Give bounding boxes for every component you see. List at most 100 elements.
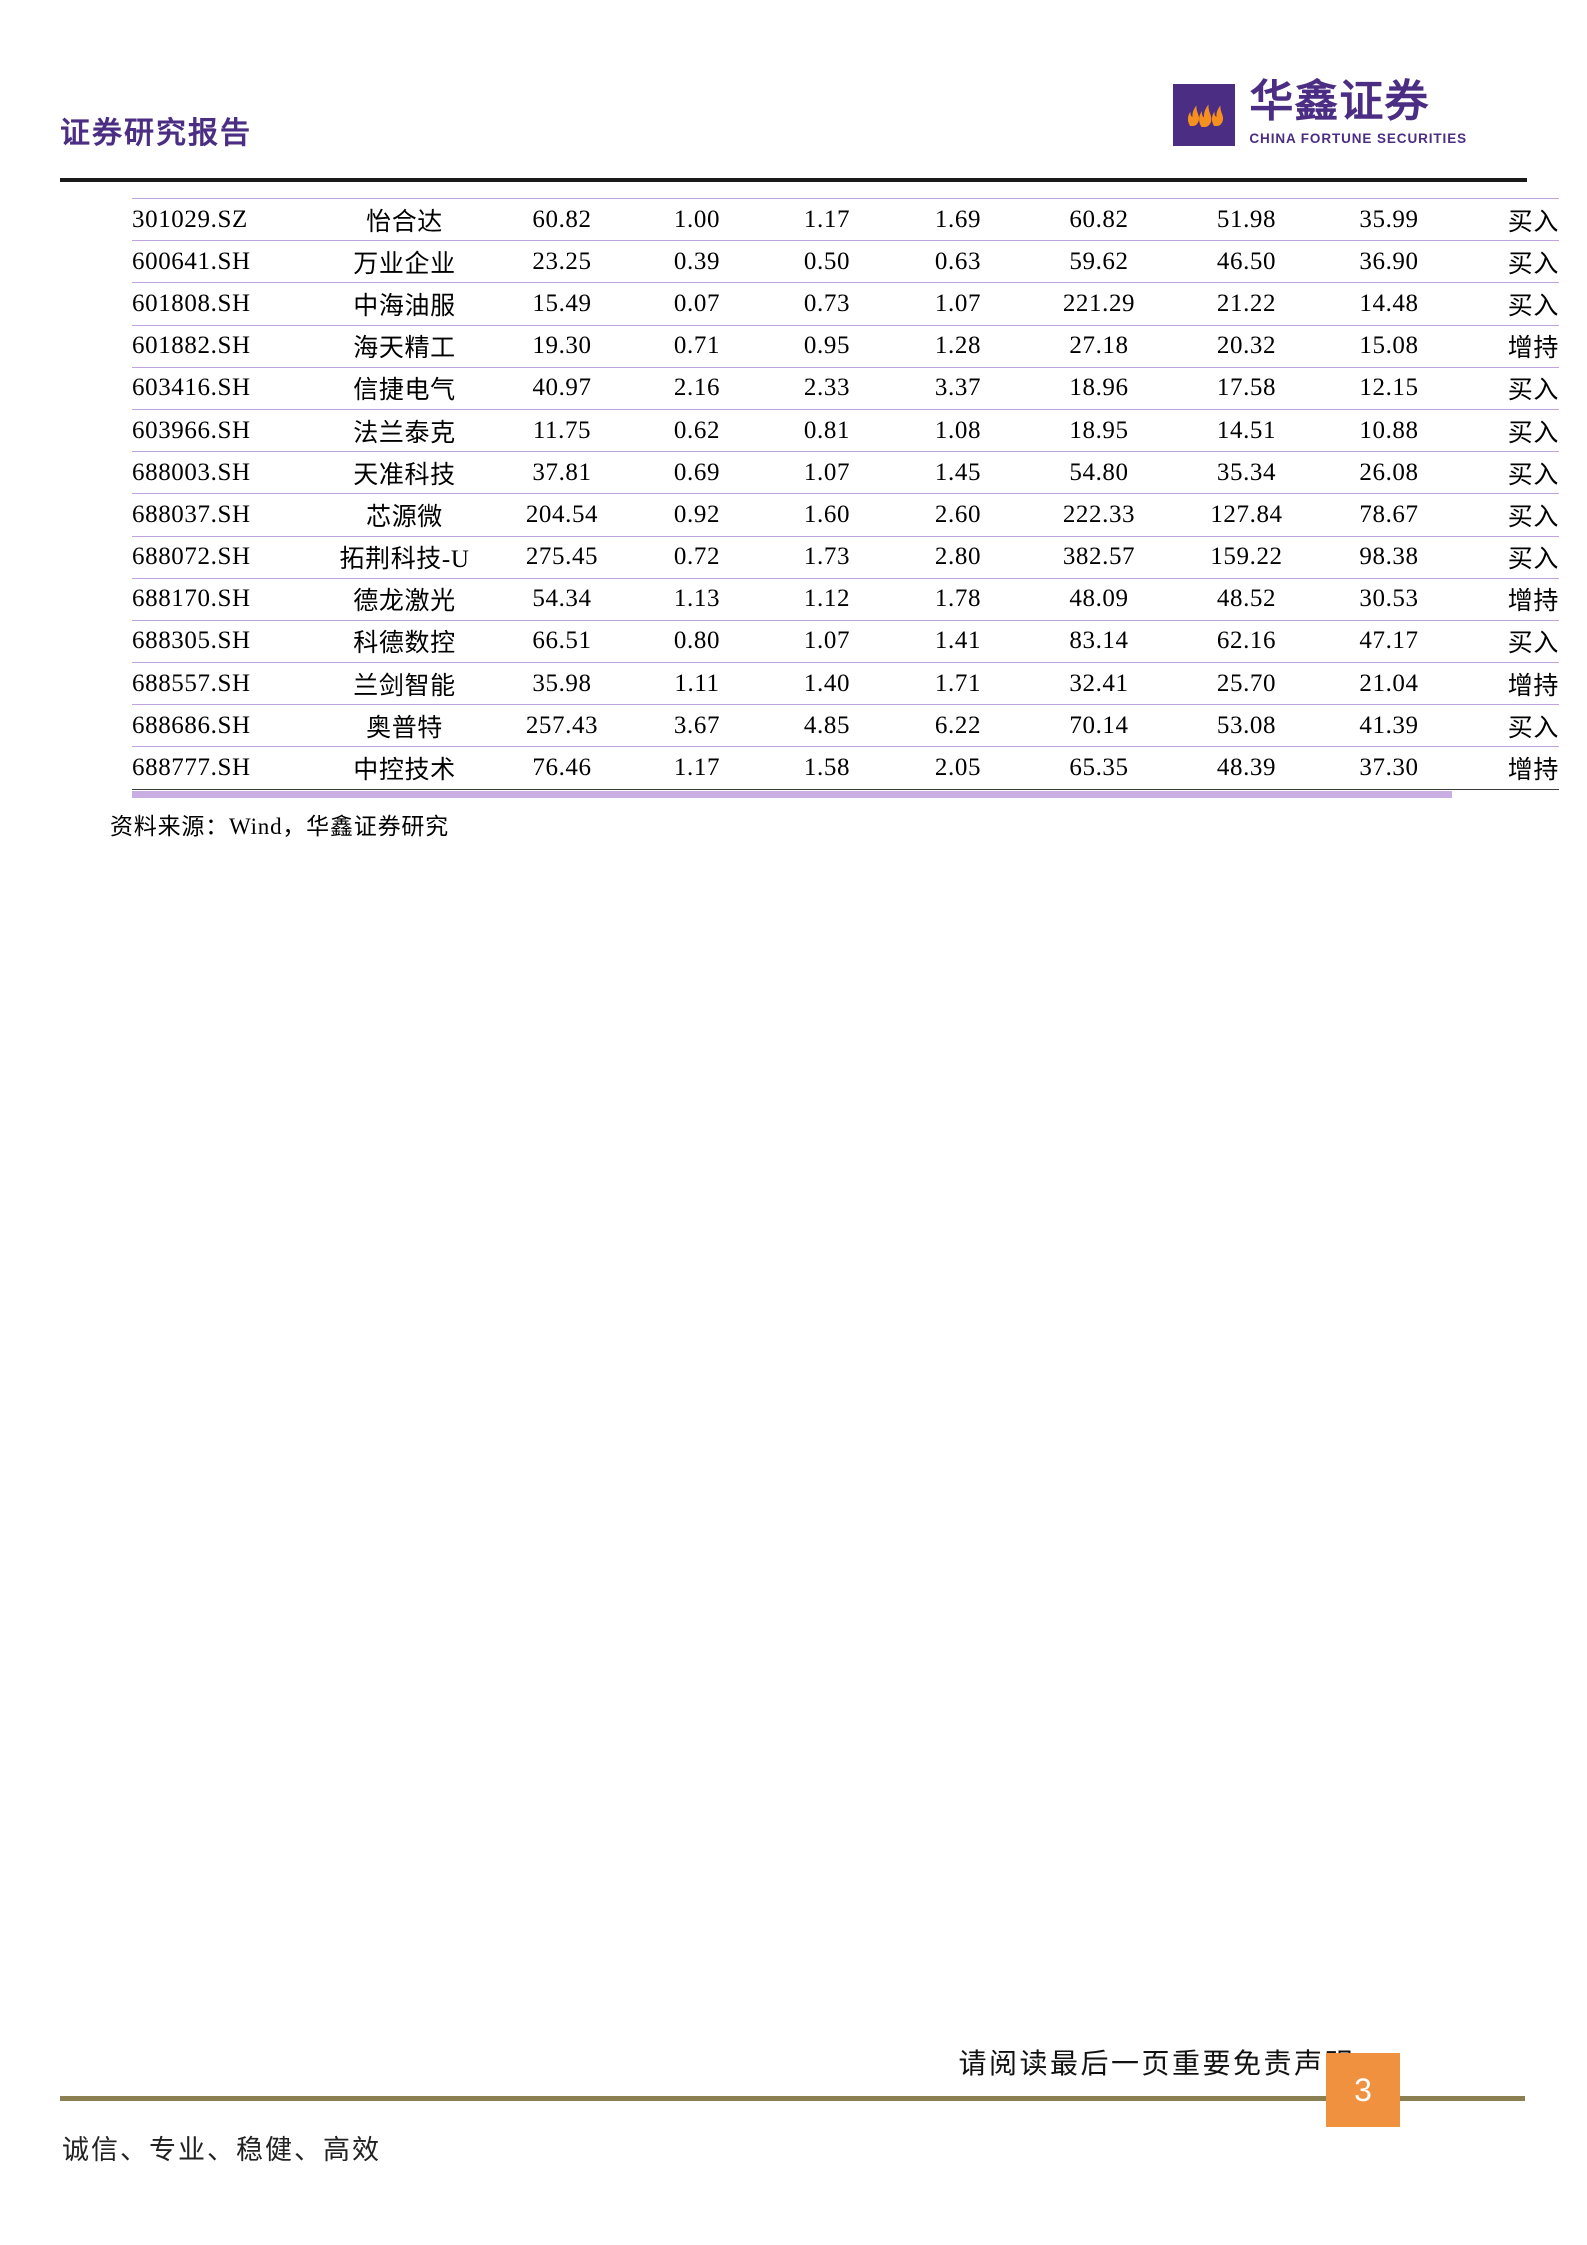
page-number-badge: 3 — [1326, 2053, 1400, 2127]
cell-pe1: 65.35 — [1024, 746, 1174, 790]
cell-name: 天准科技 — [317, 451, 492, 494]
cell-name: 科德数控 — [317, 619, 492, 663]
table-body: 301029.SZ 怡合达 60.82 1.00 1.17 1.69 60.82 51.98 3… — [132, 197, 1559, 790]
cell-code: 603416.SH — [132, 366, 317, 410]
cell-eps1: 1.11 — [632, 662, 762, 705]
cell-eps2: 1.07 — [762, 451, 892, 494]
cell-eps3: 1.78 — [892, 577, 1024, 621]
cell-eps3: 1.28 — [892, 324, 1024, 368]
cell-code: 688686.SH — [132, 704, 317, 747]
cell-code: 600641.SH — [132, 240, 317, 283]
cell-eps2: 0.73 — [762, 282, 892, 326]
cell-eps1: 0.72 — [632, 535, 762, 579]
cell-code: 688305.SH — [132, 619, 317, 663]
cell-pe2: 48.39 — [1174, 746, 1319, 790]
table-row: 688072.SH 拓荆科技-U 275.45 0.72 1.73 2.80 382.57 1… — [132, 535, 1559, 579]
cell-rating: 买入 — [1459, 240, 1559, 283]
cell-pe3: 78.67 — [1319, 493, 1459, 536]
cell-pe2: 159.22 — [1174, 535, 1319, 579]
cell-pe2: 48.52 — [1174, 577, 1319, 621]
table-row: 688305.SH 科德数控 66.51 0.80 1.07 1.41 83.14 62.16… — [132, 619, 1559, 663]
cell-eps1: 1.13 — [632, 577, 762, 621]
table-row: 688686.SH 奥普特 257.43 3.67 4.85 6.22 70.14 53.08… — [132, 704, 1559, 747]
cell-pe1: 222.33 — [1024, 493, 1174, 536]
cell-price: 204.54 — [492, 493, 632, 536]
brand-logo: 华鑫证券 CHINA FORTUNE SECURITIES — [1173, 80, 1467, 146]
cell-eps2: 1.40 — [762, 662, 892, 705]
header-divider — [60, 178, 1527, 182]
cell-rating: 买入 — [1459, 535, 1559, 579]
cell-rating: 买入 — [1459, 493, 1559, 536]
cell-pe3: 36.90 — [1319, 240, 1459, 283]
cell-code: 688072.SH — [132, 535, 317, 579]
cell-price: 76.46 — [492, 746, 632, 790]
cell-eps1: 1.00 — [632, 197, 762, 241]
table-source-note: 资料来源：Wind，华鑫证券研究 — [110, 814, 449, 839]
cell-name: 信捷电气 — [317, 366, 492, 410]
cell-price: 257.43 — [492, 704, 632, 747]
cell-rating: 买入 — [1459, 197, 1559, 241]
cell-eps1: 0.71 — [632, 324, 762, 368]
cell-pe2: 46.50 — [1174, 240, 1319, 283]
cell-eps1: 2.16 — [632, 366, 762, 410]
table-row: 601882.SH 海天精工 19.30 0.71 0.95 1.28 27.18 20.32… — [132, 324, 1559, 368]
cell-name: 奥普特 — [317, 704, 492, 747]
cell-code: 688557.SH — [132, 662, 317, 705]
cell-pe1: 18.95 — [1024, 408, 1174, 452]
cell-name: 法兰泰克 — [317, 408, 492, 452]
cell-eps3: 1.69 — [892, 197, 1024, 241]
cell-name: 拓荆科技-U — [317, 535, 492, 579]
cell-name: 中控技术 — [317, 746, 492, 790]
cell-price: 11.75 — [492, 408, 632, 452]
cell-pe1: 32.41 — [1024, 662, 1174, 705]
table-row: 688557.SH 兰剑智能 35.98 1.11 1.40 1.71 32.41 25.70… — [132, 662, 1559, 705]
cell-name: 德龙激光 — [317, 577, 492, 621]
cell-code: 688170.SH — [132, 577, 317, 621]
cell-pe1: 83.14 — [1024, 619, 1174, 663]
cell-pe3: 47.17 — [1319, 619, 1459, 663]
cell-eps1: 0.07 — [632, 282, 762, 326]
cell-price: 40.97 — [492, 366, 632, 410]
cell-pe1: 18.96 — [1024, 366, 1174, 410]
cell-rating: 买入 — [1459, 282, 1559, 326]
cell-eps1: 0.62 — [632, 408, 762, 452]
cell-eps1: 0.92 — [632, 493, 762, 536]
table-row: 688037.SH 芯源微 204.54 0.92 1.60 2.60 222.33 127.… — [132, 493, 1559, 536]
cell-eps3: 1.71 — [892, 662, 1024, 705]
cell-rating: 增持 — [1459, 662, 1559, 705]
cell-rating: 增持 — [1459, 577, 1559, 621]
footer-disclaimer: 请阅读最后一页重要免责声明 — [958, 2049, 1355, 2080]
cell-rating: 买入 — [1459, 619, 1559, 663]
cell-pe3: 21.04 — [1319, 662, 1459, 705]
table-row: 601808.SH 中海油服 15.49 0.07 0.73 1.07 221.29 21.2… — [132, 282, 1559, 326]
valuation-table: 301029.SZ 怡合达 60.82 1.00 1.17 1.69 60.82 51.98 3… — [132, 197, 1559, 790]
cell-pe1: 382.57 — [1024, 535, 1174, 579]
cell-rating: 买入 — [1459, 408, 1559, 452]
brand-text: 华鑫证券 CHINA FORTUNE SECURITIES — [1249, 77, 1467, 147]
cell-rating: 增持 — [1459, 746, 1559, 790]
cell-pe1: 221.29 — [1024, 282, 1174, 326]
cell-code: 688003.SH — [132, 451, 317, 494]
cell-eps1: 3.67 — [632, 704, 762, 747]
cell-eps2: 1.07 — [762, 619, 892, 663]
cell-eps2: 1.12 — [762, 577, 892, 621]
cell-price: 19.30 — [492, 324, 632, 368]
cell-price: 54.34 — [492, 577, 632, 621]
cell-pe1: 59.62 — [1024, 240, 1174, 283]
cell-eps3: 2.05 — [892, 746, 1024, 790]
cell-price: 60.82 — [492, 197, 632, 241]
cell-pe2: 17.58 — [1174, 366, 1319, 410]
cell-eps3: 1.07 — [892, 282, 1024, 326]
table-row: 688777.SH 中控技术 76.46 1.17 1.58 2.05 65.35 48.39… — [132, 746, 1559, 790]
cell-code: 688037.SH — [132, 493, 317, 536]
valuation-table-container: 301029.SZ 怡合达 60.82 1.00 1.17 1.69 60.82 51.98 3… — [132, 197, 1559, 790]
cell-eps2: 0.95 — [762, 324, 892, 368]
cell-rating: 买入 — [1459, 366, 1559, 410]
table-row: 688170.SH 德龙激光 54.34 1.13 1.12 1.78 48.09 48.52… — [132, 577, 1559, 621]
cell-pe2: 62.16 — [1174, 619, 1319, 663]
report-type-label: 证券研究报告 — [60, 117, 252, 150]
brand-name-cn: 华鑫证券 — [1249, 77, 1430, 126]
cell-name: 海天精工 — [317, 324, 492, 368]
cell-code: 601882.SH — [132, 324, 317, 368]
